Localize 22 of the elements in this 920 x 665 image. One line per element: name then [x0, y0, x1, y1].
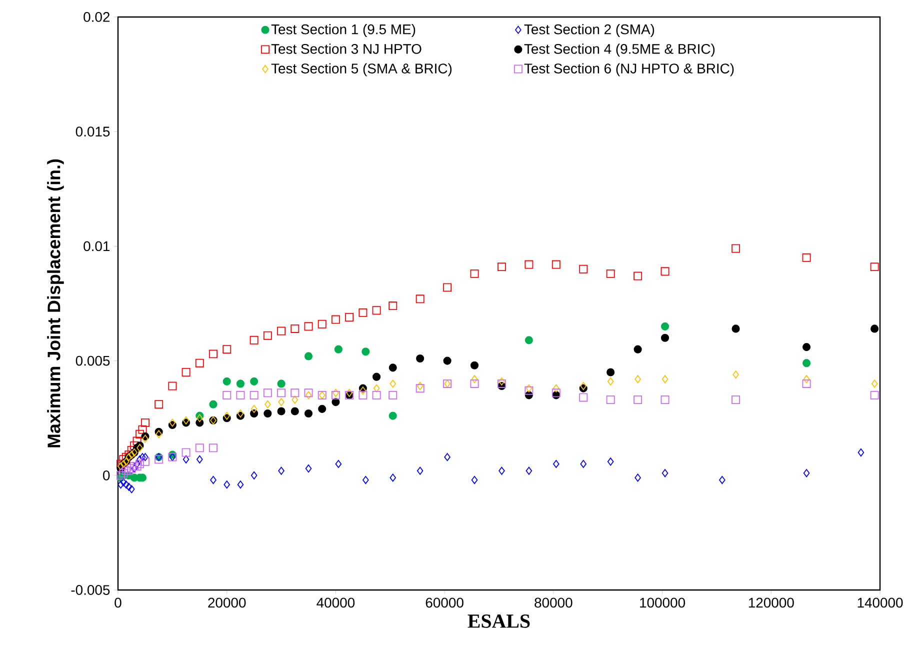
- y-axis-title: Maximum Joint Displacement (in.): [47, 159, 64, 448]
- y-tick-label: -0.005: [71, 585, 110, 595]
- x-tick-label: 20000: [208, 598, 246, 608]
- x-tick-label: 0: [114, 598, 122, 608]
- legend-label: Test Section 4 (9.5ME & BRIC): [524, 44, 715, 57]
- legend-label: Test Section 1 (9.5 ME): [271, 24, 416, 38]
- x-tick-label: 40000: [316, 598, 355, 608]
- legend-label: Test Section 6 (NJ HPTO & BRIC): [524, 63, 734, 76]
- x-axis-title: ESALS: [468, 614, 530, 628]
- y-tick-label: 0.015: [76, 126, 110, 137]
- x-tick-label: 140000: [858, 598, 903, 608]
- x-tick-label: 120000: [748, 598, 794, 608]
- x-tick-label: 80000: [534, 598, 572, 608]
- y-tick-label: 0: [103, 470, 110, 480]
- x-tick-label: 100000: [640, 598, 686, 608]
- legend-label: Test Section 5 (SMA & BRIC): [271, 63, 452, 76]
- legend-label: Test Section 2 (SMA): [524, 24, 654, 38]
- legend-label: Test Section 3 NJ HPTO: [271, 44, 422, 54]
- x-tick-label: 60000: [426, 598, 464, 608]
- y-tick-label: 0.02: [84, 12, 110, 22]
- y-tick-label: 0.01: [84, 241, 110, 252]
- y-tick-label: 0.005: [76, 356, 110, 366]
